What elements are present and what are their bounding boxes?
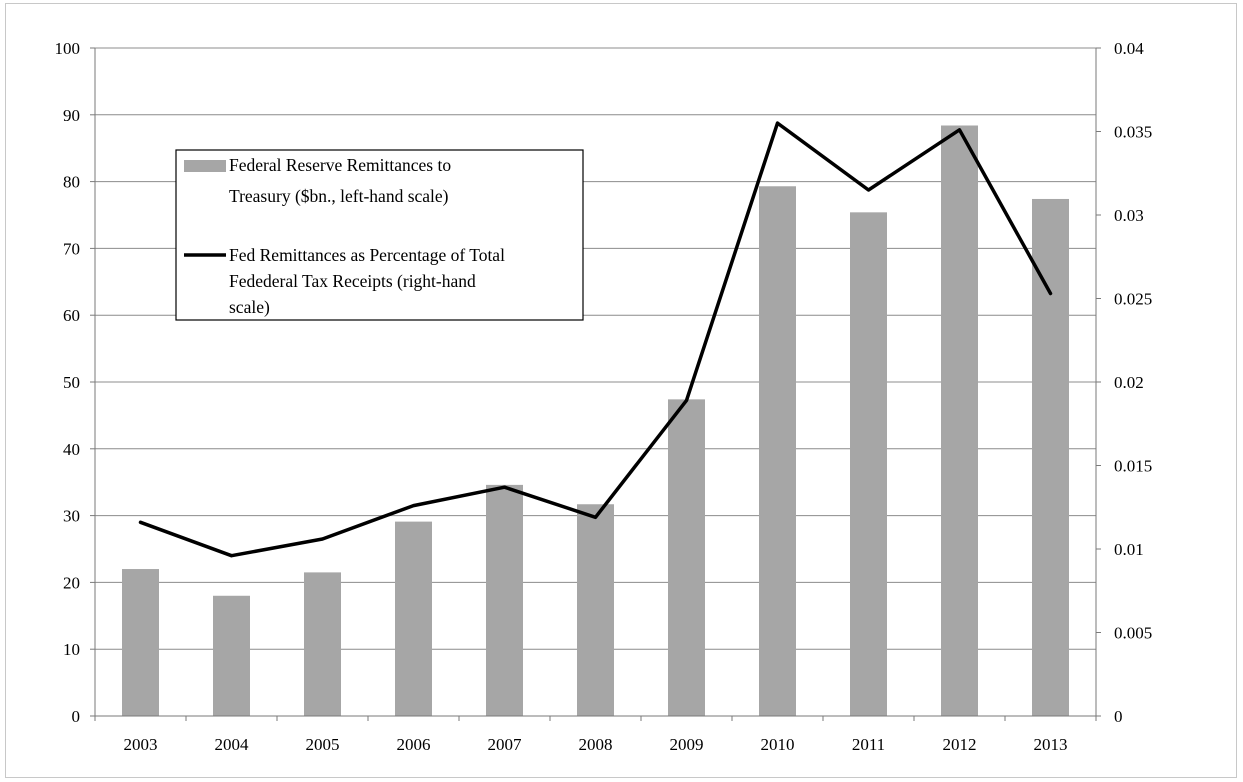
x-tick-label-2008: 2008 <box>579 735 613 754</box>
bar-2004 <box>213 595 250 716</box>
axes <box>90 47 1101 721</box>
right-tick-label: 0.02 <box>1114 373 1144 392</box>
right-tick-label: 0.03 <box>1114 206 1144 225</box>
left-tick-label: 100 <box>55 39 81 58</box>
bar-2009 <box>668 399 705 716</box>
legend-label-line-line-2: Fedederal Tax Receipts (right-hand <box>229 271 476 291</box>
legend-label-line-line-1: Fed Remittances as Percentage of Total <box>229 245 505 265</box>
left-tick-label: 0 <box>72 707 81 726</box>
legend-box <box>175 149 584 321</box>
x-tick-label-2012: 2012 <box>943 735 977 754</box>
x-tick-label-2011: 2011 <box>852 735 885 754</box>
bar-2011 <box>850 212 887 716</box>
legend-bar-swatch <box>184 160 226 172</box>
line-point-2004 <box>230 554 233 557</box>
legend-label-bar-line-2: Treasury ($bn., left-hand scale) <box>229 186 449 206</box>
bar-series <box>122 125 1069 717</box>
bar-2007 <box>486 484 523 716</box>
left-tick-label: 20 <box>63 573 80 592</box>
left-tick-label: 30 <box>63 507 80 526</box>
x-tick-label-2005: 2005 <box>306 735 340 754</box>
bar-2006 <box>395 521 432 716</box>
right-tick-label: 0.01 <box>1114 540 1144 559</box>
line-point-2005 <box>321 537 324 541</box>
right-tick-label: 0.005 <box>1114 624 1152 643</box>
x-tick-label-2006: 2006 <box>397 735 431 754</box>
left-tick-label: 10 <box>63 640 80 659</box>
x-tick-label-2010: 2010 <box>761 735 795 754</box>
bar-2008 <box>577 504 614 716</box>
left-tick-label: 80 <box>63 173 80 192</box>
legend: Federal Reserve Remittances to Treasury … <box>175 149 584 321</box>
line-point-2012 <box>958 128 961 132</box>
left-tick-label: 90 <box>63 106 80 125</box>
line-series <box>138 121 1053 558</box>
legend-label-bar-line-1: Federal Reserve Remittances to <box>229 155 451 175</box>
bar-2003 <box>122 569 159 716</box>
left-tick-label: 50 <box>63 373 80 392</box>
x-tick-label-2013: 2013 <box>1034 735 1068 754</box>
tick-labels: 0 10 20 30 40 50 60 70 80 90 100 0 0.005 0.01 0.015 0.0… <box>55 39 1153 754</box>
bar-2013 <box>1032 198 1069 716</box>
line-point-2007 <box>503 486 506 489</box>
bar-2005 <box>304 572 341 716</box>
x-tick-label-2003: 2003 <box>124 735 158 754</box>
x-tick-label-2004: 2004 <box>215 735 250 754</box>
left-tick-label: 40 <box>63 440 80 459</box>
line-point-2006 <box>412 504 415 507</box>
line-point-2010 <box>776 121 779 125</box>
legend-label-line-line-3: scale) <box>229 297 270 317</box>
bar-2012 <box>941 125 978 717</box>
line-point-2013 <box>1049 292 1052 295</box>
gridlines <box>95 47 1096 650</box>
left-tick-label: 60 <box>63 306 80 325</box>
line-point-2009 <box>685 399 688 402</box>
line-point-2008 <box>594 516 597 519</box>
bar-2010 <box>759 186 796 716</box>
x-tick-label-2007: 2007 <box>488 735 523 754</box>
left-tick-label: 70 <box>63 239 80 258</box>
right-tick-label: 0.025 <box>1114 290 1152 309</box>
x-tick-label-2009: 2009 <box>670 735 704 754</box>
line-point-2003 <box>139 521 142 524</box>
right-tick-label: 0.015 <box>1114 457 1152 476</box>
line-point-2011 <box>867 188 870 192</box>
right-tick-label: 0 <box>1114 707 1123 726</box>
right-tick-label: 0.035 <box>1114 123 1152 142</box>
right-tick-label: 0.04 <box>1114 39 1144 58</box>
